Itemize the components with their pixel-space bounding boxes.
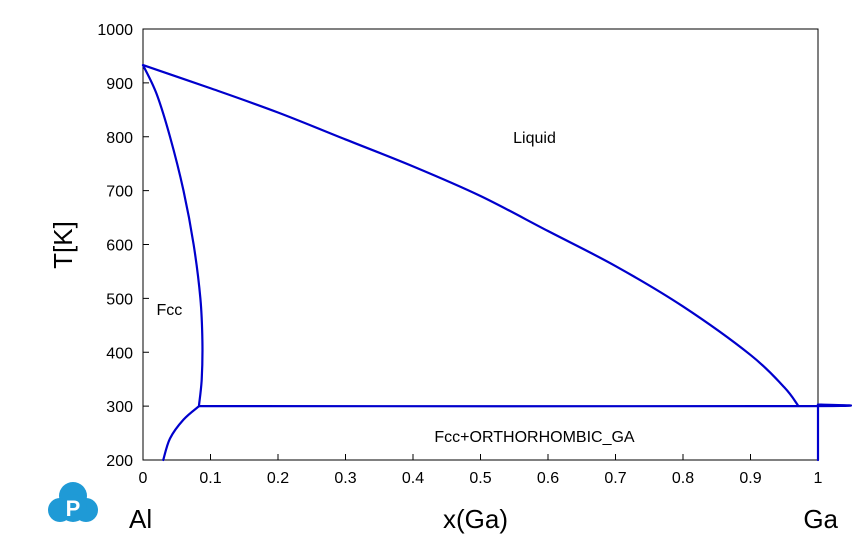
x-end-label-right: Ga bbox=[803, 504, 838, 534]
x-tick-label: 0 bbox=[139, 470, 148, 487]
x-tick-label: 0.4 bbox=[402, 470, 424, 487]
phase-boundary-line-2 bbox=[197, 403, 852, 408]
logo-icon: P bbox=[48, 482, 98, 522]
region-label: Fcc+ORTHORHOMBIC_GA bbox=[434, 429, 635, 446]
logo-letter: P bbox=[66, 496, 81, 521]
x-tick-label: 0.2 bbox=[267, 470, 289, 487]
phase-boundary-line-0 bbox=[141, 63, 799, 407]
x-tick-label: 0.8 bbox=[672, 470, 694, 487]
x-tick-label: 0.1 bbox=[199, 470, 221, 487]
y-tick-label: 300 bbox=[106, 399, 133, 416]
region-label: Fcc bbox=[157, 302, 183, 319]
y-tick-label: 700 bbox=[106, 184, 133, 201]
y-tick-label: 400 bbox=[106, 345, 133, 362]
x-tick-label: 0.3 bbox=[334, 470, 356, 487]
phase-boundary-line-3 bbox=[162, 405, 201, 462]
phase-boundary-line-1 bbox=[141, 63, 204, 407]
y-tick-label: 1000 bbox=[97, 22, 133, 39]
y-tick-label: 900 bbox=[106, 76, 133, 93]
x-tick-label: 0.9 bbox=[739, 470, 761, 487]
plot-frame bbox=[142, 28, 819, 461]
y-tick-label: 600 bbox=[106, 238, 133, 255]
x-end-label-left: Al bbox=[129, 504, 152, 534]
y-axis-label: T[K] bbox=[48, 221, 78, 269]
y-tick-label: 500 bbox=[106, 291, 133, 308]
x-tick-label: 0.6 bbox=[537, 470, 559, 487]
x-axis-label: x(Ga) bbox=[443, 504, 508, 534]
x-tick-label: 0.7 bbox=[604, 470, 626, 487]
y-tick-label: 200 bbox=[106, 453, 133, 470]
logo-circle-center bbox=[59, 494, 87, 522]
y-tick-label: 800 bbox=[106, 130, 133, 147]
region-label: Liquid bbox=[513, 130, 556, 147]
x-tick-label: 0.5 bbox=[469, 470, 491, 487]
x-tick-label: 1 bbox=[814, 470, 823, 487]
